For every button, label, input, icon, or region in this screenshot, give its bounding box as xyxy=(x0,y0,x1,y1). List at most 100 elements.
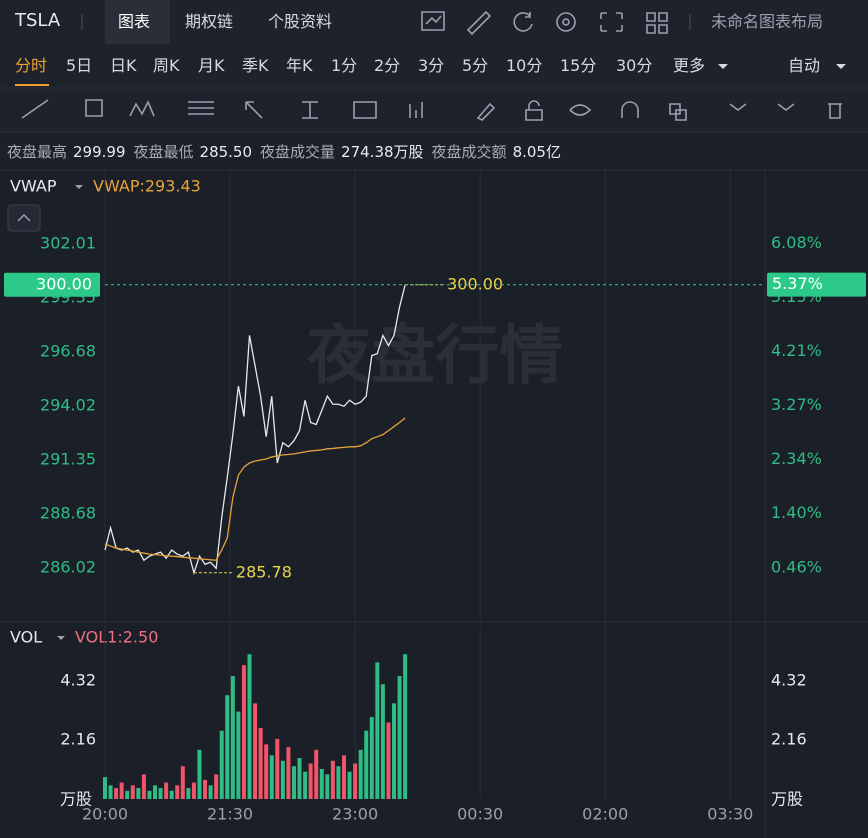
icon-indicator[interactable] xyxy=(421,11,445,31)
timeframe[interactable]: 周K xyxy=(153,56,180,75)
timeframe[interactable]: 10分 xyxy=(506,56,543,75)
volume-bar xyxy=(158,788,163,799)
timeframe[interactable]: 30分 xyxy=(616,56,653,75)
legend-name[interactable]: VWAP xyxy=(10,177,57,196)
scale-dropdown[interactable] xyxy=(836,64,846,69)
volume-bar xyxy=(258,727,263,799)
y-tick-label: 291.35 xyxy=(40,449,96,468)
timeframe[interactable]: 更多 xyxy=(673,56,706,75)
volume-bar xyxy=(125,790,130,799)
volume-bar xyxy=(230,676,235,799)
volume-bar xyxy=(297,758,302,799)
current-pct-label: 5.37% xyxy=(772,274,823,293)
volume-bar xyxy=(341,755,346,799)
volume-bar xyxy=(203,779,208,799)
icon-settings[interactable] xyxy=(556,12,576,32)
volume-bar xyxy=(392,703,397,799)
legend-dropdown[interactable] xyxy=(57,636,65,640)
draw-tools[interactable] xyxy=(21,99,842,121)
legend-name[interactable]: VOL xyxy=(10,628,42,647)
scale-mode[interactable]: 自动 xyxy=(788,56,821,75)
stats-row: 夜盘最高 299.99 夜盘最低 285.50 夜盘成交量 274.38万股 夜盘成交额 8.… xyxy=(7,142,563,162)
timeframe[interactable]: 1分 xyxy=(331,56,358,75)
volume-bar xyxy=(119,782,124,799)
timeframe[interactable]: 5日 xyxy=(66,56,93,75)
volume-bar xyxy=(114,788,119,799)
y2-tick-label: 2.16 xyxy=(771,729,807,748)
tab[interactable]: 图表 xyxy=(118,12,151,31)
volume-bar xyxy=(275,738,280,799)
icon-settings-core xyxy=(562,18,570,26)
volume-bar xyxy=(236,711,241,799)
x-tick-label: 03:30 xyxy=(707,805,753,824)
legend-value: VWAP:293.43 xyxy=(93,177,201,196)
volume-bar xyxy=(147,790,152,799)
volume-bar xyxy=(180,766,185,799)
icon-draw[interactable] xyxy=(466,10,492,36)
y-tick-label: 4.32 xyxy=(60,670,96,689)
stat-label: 夜盘成交额 xyxy=(431,143,507,161)
icon-layout[interactable] xyxy=(646,12,668,34)
volume-bar xyxy=(141,774,146,799)
current-price-label: 300.00 xyxy=(36,274,92,293)
volume-bar xyxy=(308,763,313,799)
volume-bar xyxy=(403,654,408,799)
volume-bar xyxy=(108,785,113,799)
tab[interactable]: 期权链 xyxy=(185,12,234,31)
stat-value: 274.38万股 xyxy=(341,143,424,161)
x-tick-label: 20:00 xyxy=(82,805,128,824)
volume-bar xyxy=(264,744,269,799)
timeframe[interactable]: 分时 xyxy=(15,56,48,75)
timeframe[interactable]: 5分 xyxy=(462,56,489,75)
volume-bar xyxy=(219,730,224,799)
collapse-button[interactable] xyxy=(7,204,41,232)
volume-bar xyxy=(169,790,174,799)
y-tick-label: 2.16 xyxy=(60,729,96,748)
volume-bar xyxy=(164,782,169,799)
volume-bar xyxy=(214,774,219,799)
active-underline xyxy=(15,84,49,86)
chart-bg xyxy=(0,170,868,838)
legend-value: VOL1:2.50 xyxy=(75,628,158,647)
symbol: TSLA xyxy=(15,10,61,31)
y2-tick-label: 4.32 xyxy=(771,670,807,689)
unit-label: 万股 xyxy=(771,790,803,809)
x-tick-label: 02:00 xyxy=(582,805,628,824)
volume-bar xyxy=(386,722,391,799)
volume-bar xyxy=(336,766,341,799)
timeframe[interactable]: 日K xyxy=(110,56,137,75)
timeframe[interactable]: 月K xyxy=(198,56,225,75)
timeframe[interactable]: 15分 xyxy=(560,56,597,75)
volume-bar xyxy=(130,785,135,799)
volume-bar xyxy=(291,766,296,799)
volume-bar xyxy=(241,665,246,799)
legend-dropdown[interactable] xyxy=(75,185,83,189)
volume-bar xyxy=(347,771,352,799)
timeframe[interactable]: 3分 xyxy=(418,56,445,75)
layout-name[interactable]: 未命名图表布局 xyxy=(711,12,824,31)
y-tick-label: 288.68 xyxy=(40,504,96,523)
volume-bar xyxy=(269,755,274,799)
y2-tick-label: 4.21% xyxy=(771,341,822,360)
timeframe[interactable]: 2分 xyxy=(374,56,401,75)
series-line xyxy=(104,417,406,561)
icon-fullscreen[interactable] xyxy=(600,12,623,32)
volume-bar xyxy=(280,760,285,799)
volume-bar xyxy=(191,782,196,799)
toolbar-icons xyxy=(21,10,842,121)
tab[interactable]: 个股资料 xyxy=(268,12,333,31)
volume-bar xyxy=(286,747,291,799)
icon-refresh[interactable] xyxy=(513,12,533,32)
volume-bar xyxy=(303,771,308,799)
volume-bar xyxy=(197,749,202,799)
stat-label: 夜盘最高 xyxy=(7,143,68,161)
volume-bar xyxy=(353,763,358,799)
volume-bar xyxy=(153,785,158,799)
timeframe[interactable]: 季K xyxy=(242,56,269,75)
volume-bar xyxy=(369,717,374,799)
timeframe[interactable]: 年K xyxy=(286,56,313,75)
more-dropdown[interactable] xyxy=(718,64,728,69)
volume-bar xyxy=(375,662,380,799)
x-tick-label: 23:00 xyxy=(332,805,378,824)
